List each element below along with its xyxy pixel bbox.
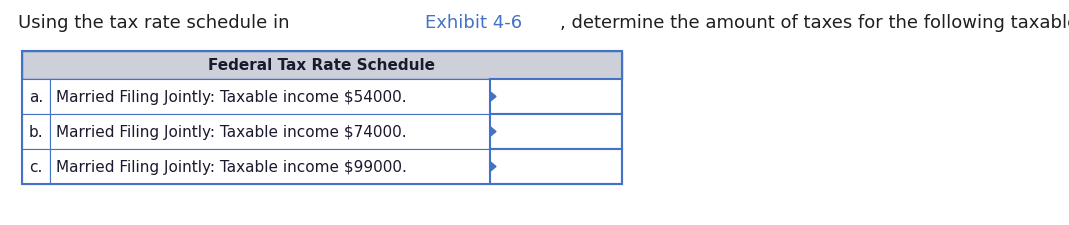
- Bar: [490, 80, 622, 115]
- Text: Married Filing Jointly: Taxable income $99000.: Married Filing Jointly: Taxable income $…: [56, 159, 407, 174]
- Polygon shape: [490, 127, 496, 137]
- Bar: [490, 149, 622, 184]
- Bar: [50, 80, 490, 115]
- Polygon shape: [490, 92, 496, 102]
- Bar: [50, 115, 490, 149]
- Text: a.: a.: [29, 90, 43, 105]
- Text: Exhibit 4-6: Exhibit 4-6: [424, 14, 522, 32]
- Polygon shape: [490, 162, 496, 172]
- Text: , determine the amount of taxes for the following taxable income amounts:: , determine the amount of taxes for the …: [560, 14, 1069, 32]
- Text: Using the tax rate schedule in: Using the tax rate schedule in: [18, 14, 295, 32]
- Bar: [22, 149, 50, 184]
- Text: Federal Tax Rate Schedule: Federal Tax Rate Schedule: [208, 58, 435, 73]
- Bar: [22, 115, 50, 149]
- Bar: [50, 149, 490, 184]
- Text: b.: b.: [29, 124, 44, 139]
- Text: Married Filing Jointly: Taxable income $54000.: Married Filing Jointly: Taxable income $…: [56, 90, 406, 105]
- Bar: [22, 52, 622, 80]
- Text: c.: c.: [29, 159, 43, 174]
- Bar: [22, 80, 50, 115]
- Text: Married Filing Jointly: Taxable income $74000.: Married Filing Jointly: Taxable income $…: [56, 124, 406, 139]
- Bar: [490, 115, 622, 149]
- Bar: [22, 52, 622, 184]
